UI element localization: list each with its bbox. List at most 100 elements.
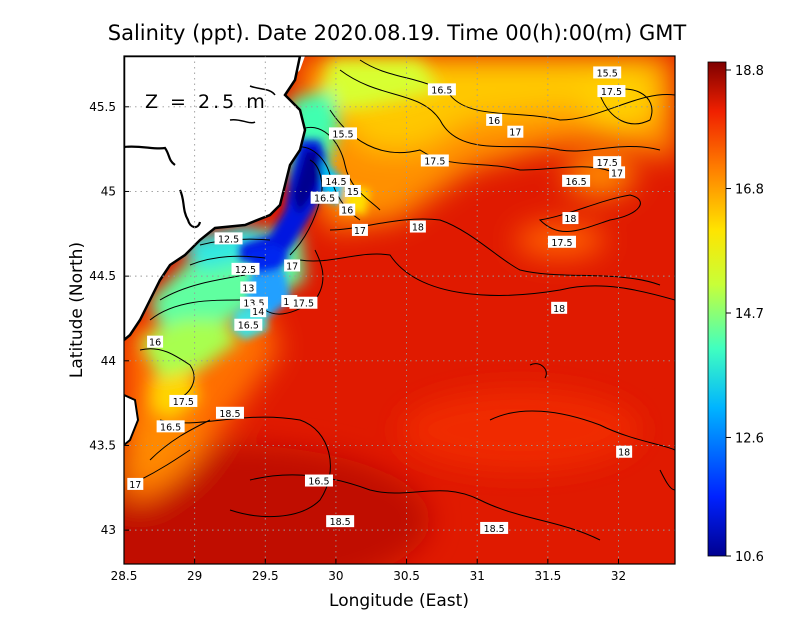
y-tick-label: 45 [101,184,116,198]
contour-label-text: 16.5 [431,85,452,96]
contour-label: 13 [240,281,257,294]
y-tick-label: 44 [101,354,116,368]
depth-label: Z = 2.5 m [145,91,268,113]
contour-label-text: 18 [412,223,424,234]
y-tick-label: 43 [101,523,116,537]
contour-label-box [507,125,524,138]
x-tick-label: 32 [611,569,626,583]
contour-label: 17.5 [593,156,622,169]
x-axis-title: Longitude (East) [329,591,469,611]
contour-label-text: 15.5 [332,129,353,140]
land-mass [124,56,307,447]
contour-label-box [169,394,198,407]
contour-label-text: 12.5 [218,234,239,245]
x-tick-label: 30.5 [393,569,420,583]
x-tick-label: 28.5 [111,569,138,583]
contour-label-text: 15 [347,187,359,198]
contour-label-text: 13.5 [243,299,264,310]
contour-lines [139,59,675,541]
contour-label-box [486,113,503,126]
contour-label: 18 [562,212,579,225]
contour-label-text: 17 [354,226,366,237]
contour-label-box [420,154,449,167]
colorbar-tick-label: 10.6 [735,550,764,565]
contour-label-box [427,83,456,96]
contour-label-text: 18 [618,448,630,459]
contour-label-box [284,259,301,272]
contour-label-box [156,420,185,433]
contour-label-text: 16 [149,338,161,349]
contour-label-text: 16.5 [160,422,181,433]
contour-label-text: 18.5 [330,517,351,528]
contour-label-text: 17.5 [551,238,572,249]
contour-label-box [310,191,339,204]
contour-label-text: 16.5 [238,321,259,332]
contour-label: 17 [284,259,301,272]
contour-label: 17 [609,166,626,179]
contour-label: 17.5 [597,85,626,98]
contour-label-text: 17 [509,128,521,139]
contour-label: 16.5 [310,191,339,205]
contour-label-text: 18.5 [219,409,240,420]
chart-title: Salinity (ppt). Date 2020.08.19. Time 00… [108,21,687,45]
colorbar-tick-label: 16.8 [735,183,764,198]
contour-label: 16.5 [156,420,185,433]
contour-label-box [339,203,356,216]
contour-label: 16 [486,113,503,127]
contour-label-text: 16.5 [314,194,335,205]
plot-frame [123,55,676,565]
contour-label-box [214,232,243,245]
contour-label-text: 14 [252,307,264,318]
contour-label: 15.5 [328,127,357,140]
contour-label: 17.5 [169,394,198,408]
contour-label-text: 16 [341,206,353,217]
contour-label-text: 17.5 [601,87,622,98]
colorbar-tick-label: 18.8 [735,64,764,79]
contour-label-text: 17.5 [424,156,445,167]
colorbar-ticks: 18.8 16.8 14.7 12.6 10.6 [726,64,764,565]
y-tick-label: 43.5 [89,438,116,452]
contour-label-box [127,477,144,490]
x-tick-label: 31 [470,569,485,583]
contour-label: 14 [250,305,267,318]
contour-label-text: 17 [611,168,623,179]
contour-label-box [480,521,509,534]
contour-label-text: 17 [129,480,141,491]
contour-label: 15 [344,184,361,198]
contour-label: 12.5 [214,232,243,245]
colorbar: 18.8 16.8 14.7 12.6 10.6 [707,61,764,565]
contour-label-box [609,166,626,179]
x-tick-label: 30 [328,569,343,583]
contour-label-text: 18 [553,304,565,315]
contour-label-box [289,296,318,309]
contour-label-text: 13 [242,283,254,294]
contour-label-text: 17.5 [597,158,618,169]
contour-label: 17 [507,125,524,139]
contour-label: 17 [127,477,144,491]
x-axis: 28.5 29 29.5 30 30.5 31 31.5 32 [111,559,626,583]
contour-label-box [147,335,164,348]
contour-label: 17.5 [420,154,449,167]
contour-label-box [240,281,257,294]
colorbar-tick-label: 14.7 [735,307,764,322]
contour-label-text: 18 [564,214,576,225]
contour-label-text: 16.5 [566,177,587,188]
contour-label-text: 18 [283,297,295,308]
contour-label-box [321,174,350,187]
contour-label-box [250,305,267,318]
contour-label-text: 12.5 [235,265,256,276]
contour-label: 17 [351,223,368,237]
contour-label-text: 17 [286,261,298,272]
colorbar-tick-label: 12.6 [735,431,764,446]
contour-label-box [551,301,568,314]
contour-label: 16.5 [304,474,333,488]
contour-label: 14.5 [321,174,350,188]
contour-label: 18 [551,301,568,315]
contour-label: 16.5 [234,318,263,332]
contour-label-text: 15.5 [597,68,618,79]
contour-label-box [234,318,263,331]
contour-label: 18 [409,220,426,234]
contour-label-box [616,445,633,458]
